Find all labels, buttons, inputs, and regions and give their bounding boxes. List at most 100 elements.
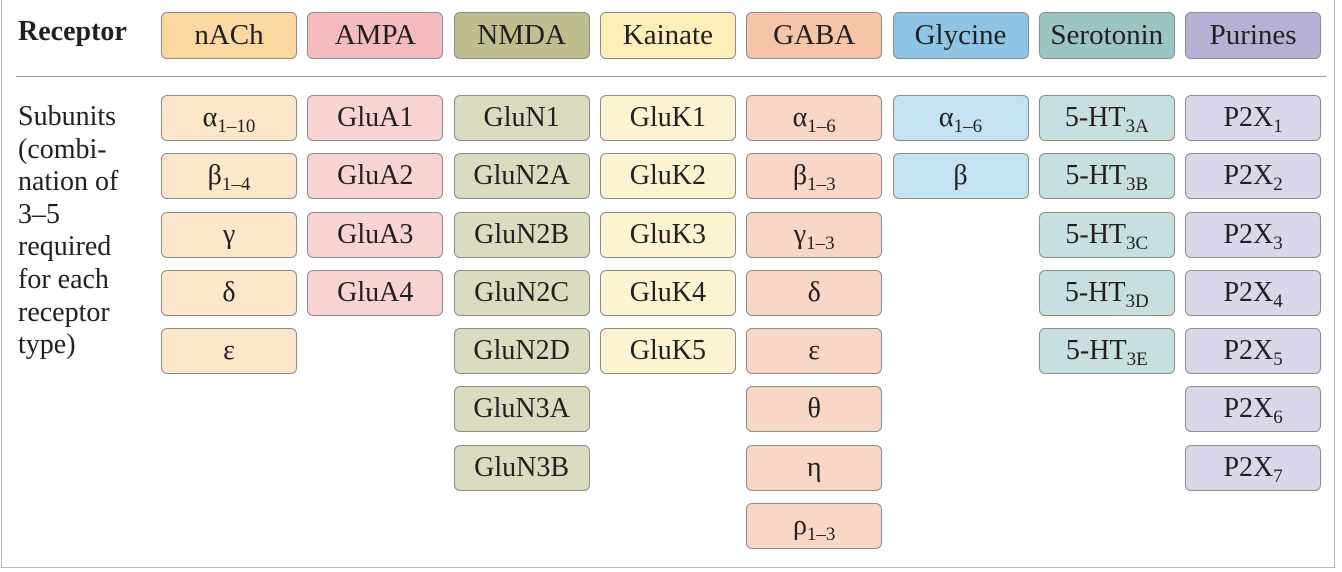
subunit-name: 5-HT	[1064, 276, 1126, 308]
subunit-cell: 5-HT3E	[1038, 328, 1175, 375]
subunit-name: GluN2B	[474, 218, 570, 250]
column-nmda: NMDA GluN1 GluN2A GluN2B GluN2C GluN2D GluN3A G…	[453, 0, 590, 491]
subunit-name: γ	[793, 218, 807, 250]
subunit-list-purines: P2X1 P2X2 P2X3 P2X4 P2X5 P2X6 P2X7	[1185, 95, 1322, 503]
subunit-name: P2X	[1223, 393, 1274, 425]
subunit-subscript: 3	[1273, 232, 1283, 254]
subunit-cell: P2X2	[1185, 153, 1322, 200]
subunit-cell: P2X1	[1185, 95, 1322, 141]
subunit-list-ampa: GluA1 GluA2 GluA3 GluA4	[307, 95, 444, 328]
subunit-name: β	[953, 160, 968, 192]
subunit-list-serotonin: 5-HT3A 5-HT3B 5-HT3C 5-HT3D 5-HT3E	[1038, 95, 1175, 386]
subunit-name: GluA4	[337, 276, 414, 308]
subunit-subscript: 3B	[1126, 174, 1149, 196]
subunit-name: GluK5	[629, 335, 706, 367]
subunit-cell: 5-HT3D	[1038, 269, 1175, 316]
receptor-heading: Receptor	[18, 16, 127, 47]
subunit-name: GluN3A	[473, 393, 570, 425]
subunit-cell: δ	[746, 269, 883, 316]
subunit-name: GluN1	[483, 102, 560, 133]
subunit-name: ρ	[792, 510, 807, 542]
subunit-name: GluN2C	[474, 276, 570, 308]
subunit-cell: η	[746, 444, 883, 491]
subunit-cell: β1–4	[161, 153, 297, 200]
subunit-name: ε	[223, 335, 235, 367]
column-glycine: Glycine α1–6 β	[892, 0, 1029, 200]
row-label-line: Subunits	[18, 101, 117, 132]
subunit-subscript: 1	[1273, 116, 1283, 137]
header-divider	[16, 76, 1326, 77]
subunit-cell: γ	[161, 211, 297, 258]
row-label-line: 3–5	[18, 198, 60, 230]
subunit-name: P2X	[1223, 218, 1274, 250]
header-kainate: Kainate	[599, 12, 736, 59]
subunit-name: 5-HT	[1065, 160, 1127, 192]
subunit-cell: P2X7	[1185, 444, 1322, 491]
subunit-cell: GluK1	[599, 95, 736, 141]
subunit-name: GluK2	[629, 160, 706, 192]
subunit-cell: β1–3	[746, 153, 883, 200]
row-label-line: nation of	[18, 166, 119, 198]
row-label-line: required	[18, 231, 112, 263]
subunit-cell: GluK4	[599, 269, 736, 316]
subunit-cell: P2X3	[1185, 211, 1322, 258]
header-nmda: NMDA	[453, 12, 590, 59]
subunit-name: 5-HT	[1065, 335, 1127, 367]
subunit-name: 5-HT	[1065, 218, 1127, 250]
subunit-cell: γ1–3	[746, 211, 883, 258]
subunit-cell: GluN2C	[453, 269, 590, 316]
subunit-cell: GluN3B	[453, 444, 590, 491]
subunit-cell: GluA4	[307, 269, 444, 316]
subunit-cell: 5-HT3C	[1038, 211, 1175, 258]
subunit-name: ε	[808, 335, 821, 367]
subunit-name: α	[792, 102, 808, 133]
subunit-list-nmda: GluN1 GluN2A GluN2B GluN2C GluN2D GluN3A GluN3…	[453, 95, 590, 503]
subunit-subscript: 3E	[1126, 349, 1148, 371]
subunit-name: GluK3	[629, 218, 706, 250]
subunit-subscript: 6	[1273, 407, 1283, 429]
subunit-cell: GluK3	[599, 211, 736, 258]
subunit-name: GluK4	[629, 276, 706, 308]
column-purines: Purines P2X1 P2X2 P2X3 P2X4 P2X5 P2X6 P2X7	[1185, 0, 1322, 491]
header-gaba: GABA	[746, 12, 883, 59]
subunit-name: P2X	[1223, 451, 1274, 483]
subunit-cell: GluN2A	[453, 153, 590, 200]
subunit-name: P2X	[1223, 160, 1274, 192]
subunit-name: β	[207, 160, 222, 192]
subunit-cell: 5-HT3A	[1038, 95, 1175, 141]
subunit-name: γ	[222, 218, 236, 250]
row-label-line: (combi-	[18, 133, 107, 165]
subunit-cell: 5-HT3B	[1038, 153, 1175, 200]
row-label-line: receptor	[18, 296, 110, 328]
subunit-list-kainate: GluK1 GluK2 GluK3 GluK4 GluK5	[599, 95, 736, 386]
subunit-subscript: 4	[1273, 290, 1283, 312]
subunit-name: GluA3	[337, 218, 414, 250]
subunit-cell: P2X5	[1185, 328, 1322, 375]
subunit-subscript: 5	[1273, 349, 1283, 371]
subunit-cell: P2X6	[1185, 386, 1322, 433]
subunit-name: GluN2D	[473, 335, 570, 367]
column-serotonin: Serotonin 5-HT3A 5-HT3B 5-HT3C 5-HT3D 5-HT3E	[1038, 0, 1175, 375]
subunit-list-gaba: α1–6 β1–3 γ1–3 δ ε θ η ρ1–3	[746, 95, 883, 561]
subunit-cell: GluA1	[307, 95, 444, 141]
subunit-cell: β	[892, 153, 1029, 200]
header-glycine: Glycine	[892, 12, 1029, 59]
subunit-list-glycine: α1–6 β	[892, 95, 1029, 212]
subunit-name: GluK1	[629, 102, 706, 133]
subunit-cell: ρ1–3	[746, 503, 883, 550]
row-label-line: type)	[18, 329, 76, 361]
subunit-subscript: 1–6	[953, 116, 983, 137]
subunit-cell: GluK2	[599, 153, 736, 200]
subunits-row-label: Subunits (combi-nation of 3–5 required for e…	[18, 101, 158, 362]
subunit-subscript: 2	[1273, 174, 1283, 196]
subunit-cell: GluN2B	[453, 211, 590, 258]
subunit-cell: θ	[746, 386, 883, 433]
column-gaba: GABA α1–6 β1–3 γ1–3 δ ε θ η ρ1–3	[746, 0, 883, 550]
subunit-name: δ	[222, 276, 236, 308]
subunit-cell: α1–6	[746, 95, 883, 141]
subunit-name: 5-HT	[1064, 102, 1126, 133]
column-nach: nACh α1–10 β1–4 γ δ ε	[161, 0, 297, 375]
header-nach: nACh	[161, 12, 297, 59]
subunit-subscript: 3C	[1126, 232, 1149, 254]
